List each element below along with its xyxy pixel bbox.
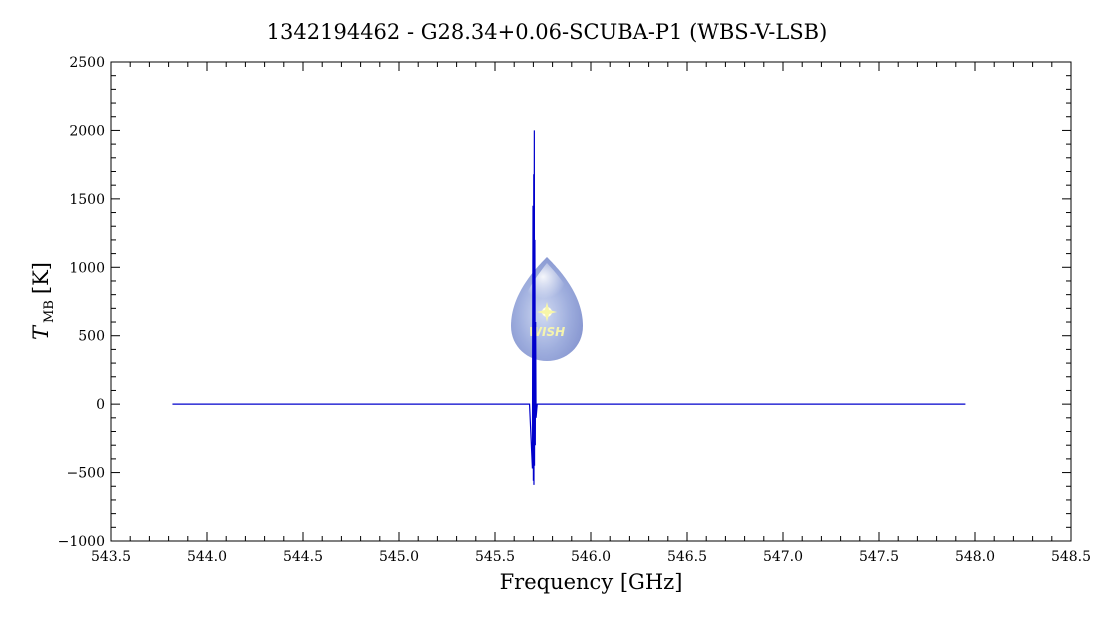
series-group (172, 130, 966, 485)
x-axis-label: Frequency [GHz] (500, 570, 683, 594)
wish-logo-text: WISH (529, 325, 565, 339)
chart-title: 1342194462 - G28.34+0.06-SCUBA-P1 (WBS-V… (267, 20, 828, 44)
x-tick-label: 544.0 (187, 549, 227, 565)
x-tick-label: 547.0 (763, 549, 803, 565)
wish-logo: WISH (511, 257, 583, 361)
axis-ticks (110, 61, 1072, 542)
x-tick-label: 545.0 (379, 549, 419, 565)
x-tick-label: 548.0 (955, 549, 995, 565)
x-tick-label: 548.5 (1051, 549, 1091, 565)
x-tick-label: 544.5 (283, 549, 323, 565)
star-icon (537, 302, 557, 322)
y-tick-label: 500 (78, 329, 105, 345)
y-tick-label: 2000 (69, 123, 105, 139)
y-axis-unit: [K] (29, 262, 53, 294)
spectrum-series-line (172, 130, 966, 485)
x-tick-label: 546.0 (571, 549, 611, 565)
x-tick-label: 543.5 (91, 549, 131, 565)
x-tick-label: 545.5 (475, 549, 515, 565)
y-tick-label: 2500 (69, 55, 105, 71)
y-axis-symbol: T (29, 324, 53, 340)
y-axis-label: TMB [K] (29, 262, 57, 340)
y-axis-subscript: MB (42, 300, 57, 323)
y-tick-label: −500 (67, 466, 105, 482)
y-tick-label: −1000 (58, 534, 105, 550)
plot-frame (110, 61, 1072, 542)
y-tick-labels: −1000 −500 0 500 1000 1500 2000 2500 (58, 55, 105, 550)
x-tick-labels: 543.5 544.0 544.5 545.0 545.5 546.0 546.5 547.0… (91, 549, 1091, 565)
x-tick-label: 546.5 (667, 549, 707, 565)
y-tick-label: 1000 (69, 260, 105, 276)
y-tick-label: 1500 (69, 192, 105, 208)
x-tick-label: 547.5 (859, 549, 899, 565)
y-tick-label: 0 (96, 397, 105, 413)
svg-text:TMB[K]: TMB [K] (29, 262, 57, 340)
